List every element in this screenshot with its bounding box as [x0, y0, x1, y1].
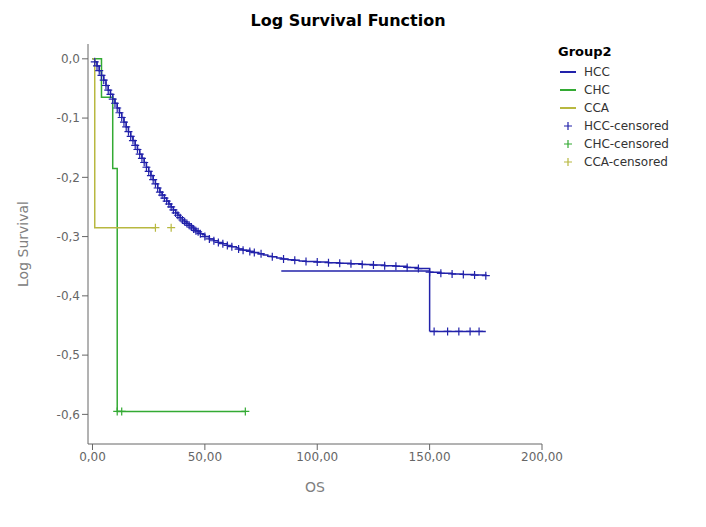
- html-text:CCA: CCA: [584, 101, 609, 115]
- svg-text:0,00: 0,00: [79, 450, 106, 464]
- html-text:HCC-censored: HCC-censored: [584, 119, 669, 133]
- html-text:CHC: CHC: [584, 83, 610, 97]
- html-text:CCA-censored: CCA-censored: [584, 155, 668, 169]
- svg-text:-0,6: -0,6: [57, 408, 80, 422]
- svg-text:-0,4: -0,4: [57, 289, 80, 303]
- html-text:Log Survival Function: Log Survival Function: [250, 11, 446, 30]
- svg-text:50,00: 50,00: [188, 450, 222, 464]
- html-text:HCC: HCC: [584, 65, 610, 79]
- svg-text:150,00: 150,00: [409, 450, 451, 464]
- svg-text:100,00: 100,00: [296, 450, 338, 464]
- svg-text:OS: OS: [305, 479, 325, 495]
- svg-text:-0,1: -0,1: [57, 111, 80, 125]
- svg-text:200,00: 200,00: [521, 450, 563, 464]
- html-text:CHC-censored: CHC-censored: [584, 137, 669, 151]
- svg-text:-0,5: -0,5: [57, 348, 80, 362]
- html-text:Group2: Group2: [558, 44, 612, 59]
- svg-text:-0,2: -0,2: [57, 171, 80, 185]
- svg-text:-0,3: -0,3: [57, 230, 80, 244]
- svg-text:Log Survival: Log Survival: [15, 201, 31, 287]
- svg-text:0,0: 0,0: [61, 52, 80, 66]
